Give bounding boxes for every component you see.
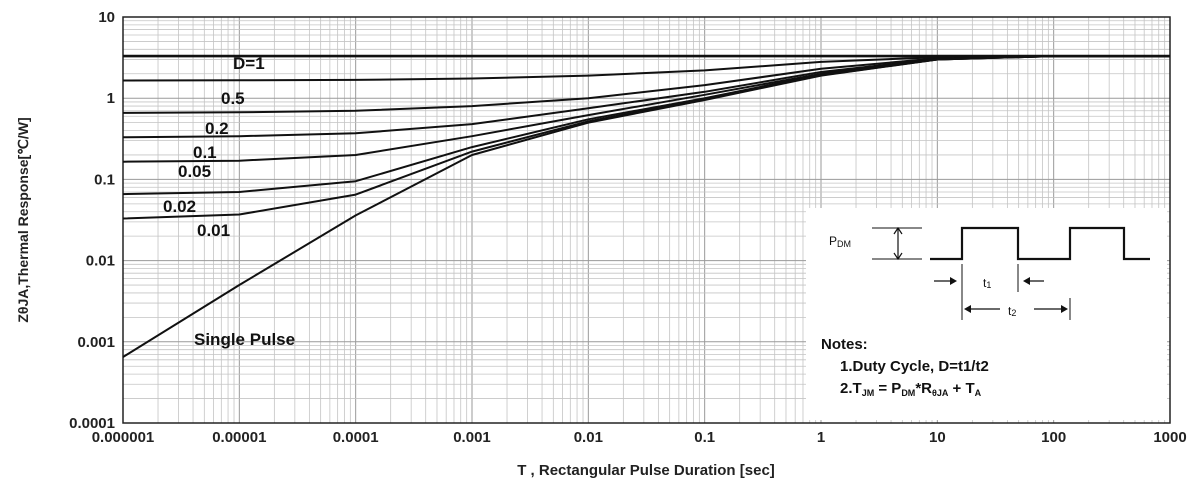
note-junction-temp: 2.TJM = PDM*RθJA + TA [840, 380, 982, 398]
t1-arrow-left-icon [950, 277, 957, 285]
tick-labels: 0.000001 0.00001 0.0001 0.001 0.01 0.1 1 10 100 1… [69, 9, 1187, 446]
t1-label: t1 [983, 276, 991, 290]
x-tick-label: 0.01 [574, 429, 603, 446]
x-tick-label: 0.00001 [212, 429, 266, 446]
pulse-waveform [930, 226, 1150, 261]
x-tick-label: 0.000001 [92, 429, 155, 446]
t2-arrow-left-icon [964, 305, 971, 313]
t2-label: t2 [1008, 304, 1016, 318]
label-d05: 0.5 [221, 89, 245, 108]
t1-arrow-right-icon [1023, 277, 1030, 285]
inset-panel: PDM t1 t2 Notes: 1.Duty Cycle, D=t1/t2 2… [806, 208, 1167, 420]
inset-background [806, 208, 1167, 420]
label-d1: D=1 [233, 54, 265, 73]
x-tick-label: 1 [817, 429, 825, 446]
curve-0-1 [122, 55, 1170, 139]
x-tick-label: 1000 [1153, 429, 1186, 446]
pdm-label: PDM [829, 234, 851, 249]
x-tick-label: 10 [929, 429, 946, 446]
x-tick-label: 0.0001 [333, 429, 379, 446]
pdm-arrow-down-icon [893, 252, 903, 261]
y-tick-label: 0.001 [77, 334, 115, 351]
label-d002: 0.02 [163, 197, 196, 216]
curves [122, 54, 1170, 358]
label-d005: 0.05 [178, 162, 211, 181]
note-duty-cycle: 1.Duty Cycle, D=t1/t2 [840, 358, 989, 375]
y-tick-label: 0.1 [94, 171, 115, 188]
plot-frame [122, 16, 1171, 424]
x-axis-label: T , Rectangular Pulse Duration [sec] [517, 462, 775, 479]
curve-single-pulse [122, 55, 1170, 358]
x-tick-label: 100 [1041, 429, 1066, 446]
x-tick-label: 0.1 [694, 429, 715, 446]
label-d02: 0.2 [205, 119, 229, 138]
notes-title: Notes: [821, 336, 868, 353]
pdm-arrow-up-icon [893, 226, 903, 235]
label-d01: 0.1 [193, 143, 217, 162]
label-d001: 0.01 [197, 221, 230, 240]
curve-0-02 [122, 55, 1170, 196]
t2-arrow-right-icon [1061, 305, 1068, 313]
x-tick-label: 0.001 [453, 429, 491, 446]
label-single-pulse: Single Pulse [194, 330, 295, 349]
y-axis-label: ZθJA,Thermal Response[℃/W] [15, 117, 31, 322]
y-tick-label: 0.01 [86, 253, 115, 270]
y-tick-label: 1 [107, 90, 115, 107]
y-tick-label: 10 [98, 9, 115, 26]
y-tick-label: 0.0001 [69, 415, 115, 432]
